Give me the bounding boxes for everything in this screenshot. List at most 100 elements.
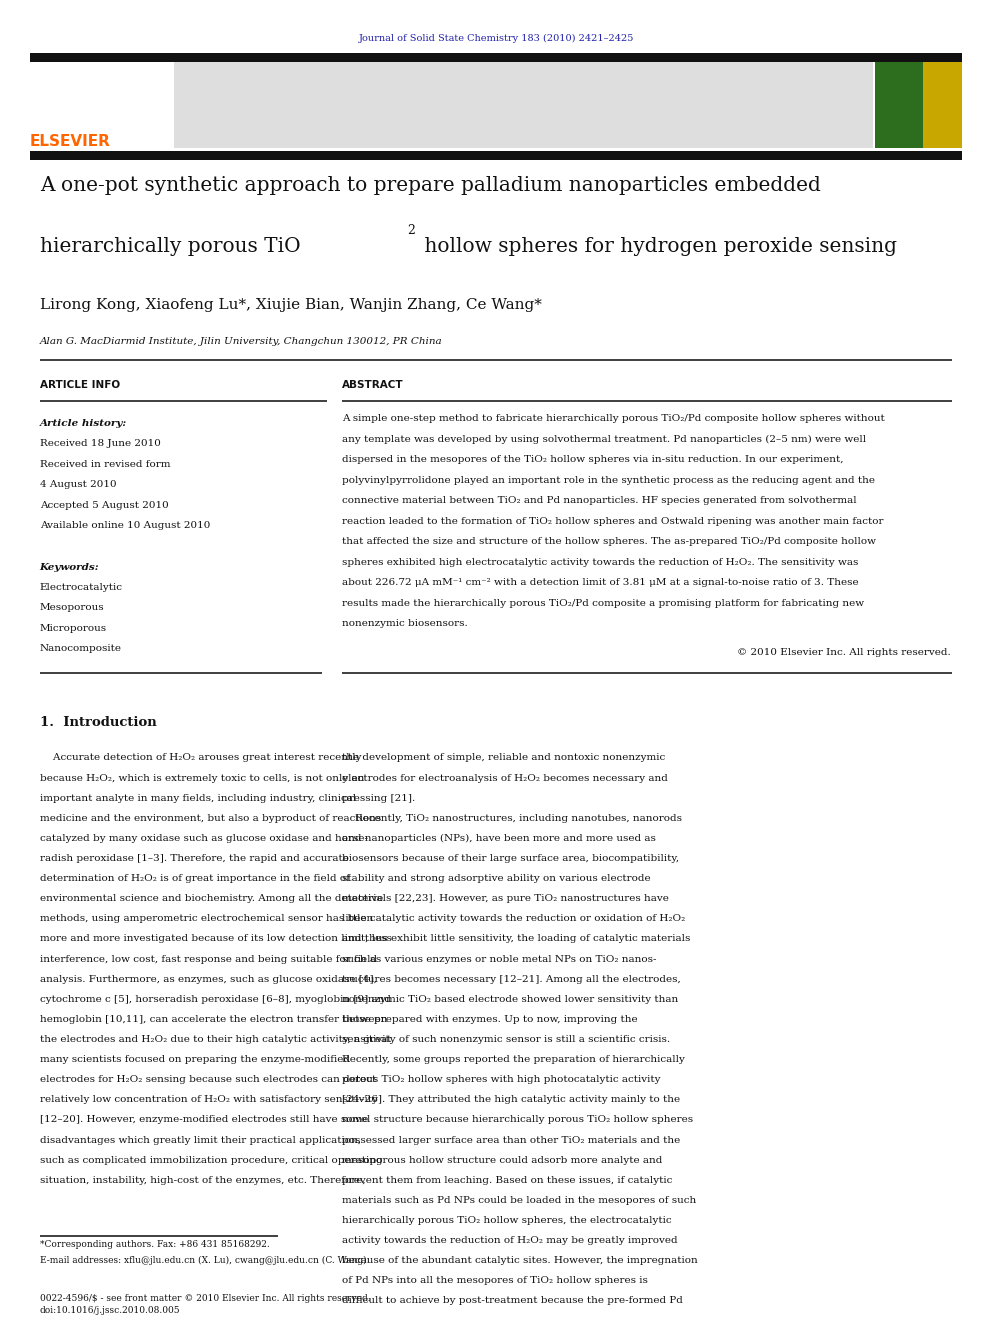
Text: materials such as Pd NPs could be loaded in the mesopores of such: materials such as Pd NPs could be loaded… — [342, 1196, 696, 1205]
Text: Accepted 5 August 2010: Accepted 5 August 2010 — [40, 501, 169, 509]
Text: Alan G. MacDiarmid Institute, Jilin University, Changchun 130012, PR China: Alan G. MacDiarmid Institute, Jilin Univ… — [40, 337, 442, 347]
Bar — [342, 401, 952, 402]
Text: Recently, some groups reported the preparation of hierarchically: Recently, some groups reported the prepa… — [342, 1056, 685, 1064]
Text: Received in revised form: Received in revised form — [40, 460, 171, 468]
Text: sensitivity of such nonenzymic sensor is still a scientific crisis.: sensitivity of such nonenzymic sensor is… — [342, 1035, 671, 1044]
Text: biosensors because of their large surface area, biocompatibility,: biosensors because of their large surfac… — [342, 855, 680, 863]
Bar — [30, 151, 962, 160]
Text: reaction leaded to the formation of TiO₂ hollow spheres and Ostwald ripening was: reaction leaded to the formation of TiO₂… — [342, 517, 884, 525]
Text: novel structure because hierarchically porous TiO₂ hollow spheres: novel structure because hierarchically p… — [342, 1115, 693, 1125]
Text: *Corresponding authors. Fax: +86 431 85168292.: *Corresponding authors. Fax: +86 431 851… — [40, 1240, 270, 1249]
Text: possessed larger surface area than other TiO₂ materials and the: possessed larger surface area than other… — [342, 1135, 681, 1144]
Text: those prepared with enzymes. Up to now, improving the: those prepared with enzymes. Up to now, … — [342, 1015, 638, 1024]
Text: analysis. Furthermore, as enzymes, such as glucose oxidase [4],: analysis. Furthermore, as enzymes, such … — [40, 975, 377, 984]
Text: Journal of Solid State Chemistry: Journal of Solid State Chemistry — [318, 89, 729, 111]
Text: ABSTRACT: ABSTRACT — [342, 380, 404, 390]
Text: Contents lists available at: Contents lists available at — [387, 74, 526, 85]
Text: Keywords:: Keywords: — [40, 564, 99, 572]
Bar — [30, 53, 962, 62]
Bar — [40, 401, 327, 402]
Text: catalyzed by many oxidase such as glucose oxidase and horse-: catalyzed by many oxidase such as glucos… — [40, 833, 368, 843]
Text: medicine and the environment, but also a byproduct of reactions: medicine and the environment, but also a… — [40, 814, 381, 823]
Bar — [342, 672, 952, 675]
Text: prevent them from leaching. Based on these issues, if catalytic: prevent them from leaching. Based on the… — [342, 1176, 673, 1185]
Text: determination of H₂O₂ is of great importance in the field of: determination of H₂O₂ is of great import… — [40, 875, 349, 884]
Text: tructures becomes necessary [12–21]. Among all the electrodes,: tructures becomes necessary [12–21]. Amo… — [342, 975, 681, 984]
Text: A one-pot synthetic approach to prepare palladium nanoparticles embedded: A one-pot synthetic approach to prepare … — [40, 176, 820, 194]
Text: [12–20]. However, enzyme-modified electrodes still have some: [12–20]. However, enzyme-modified electr… — [40, 1115, 368, 1125]
Text: [24–26]. They attributed the high catalytic activity mainly to the: [24–26]. They attributed the high cataly… — [342, 1095, 681, 1105]
Text: hierarchically porous TiO₂ hollow spheres, the electrocatalytic: hierarchically porous TiO₂ hollow sphere… — [342, 1216, 672, 1225]
Text: 1.  Introduction: 1. Introduction — [40, 717, 157, 729]
Text: hemoglobin [10,11], can accelerate the electron transfer between: hemoglobin [10,11], can accelerate the e… — [40, 1015, 387, 1024]
Bar — [174, 62, 873, 148]
Text: any template was developed by using solvothermal treatment. Pd nanoparticles (2–: any template was developed by using solv… — [342, 435, 866, 443]
Text: of Pd NPs into all the mesopores of TiO₂ hollow spheres is: of Pd NPs into all the mesopores of TiO₂… — [342, 1277, 648, 1286]
Text: little catalytic activity towards the reduction or oxidation of H₂O₂: little catalytic activity towards the re… — [342, 914, 685, 923]
Text: Article history:: Article history: — [40, 419, 127, 429]
Text: interference, low cost, fast response and being suitable for field: interference, low cost, fast response an… — [40, 955, 377, 963]
Text: connective material between TiO₂ and Pd nanoparticles. HF species generated from: connective material between TiO₂ and Pd … — [342, 496, 857, 505]
Text: cytochrome c [5], horseradish peroxidase [6–8], myoglobin [9] and: cytochrome c [5], horseradish peroxidase… — [40, 995, 391, 1004]
Text: radish peroxidase [1–3]. Therefore, the rapid and accurate: radish peroxidase [1–3]. Therefore, the … — [40, 855, 348, 863]
Text: electrodes for electroanalysis of H₂O₂ becomes necessary and: electrodes for electroanalysis of H₂O₂ b… — [342, 774, 669, 783]
Text: about 226.72 μA mM⁻¹ cm⁻² with a detection limit of 3.81 μM at a signal-to-noise: about 226.72 μA mM⁻¹ cm⁻² with a detecti… — [342, 578, 859, 587]
Text: because H₂O₂, which is extremely toxic to cells, is not only an: because H₂O₂, which is extremely toxic t… — [40, 774, 364, 783]
Text: Mesoporous: Mesoporous — [40, 603, 104, 613]
Text: A simple one-step method to fabricate hierarchically porous TiO₂/Pd composite ho: A simple one-step method to fabricate hi… — [342, 414, 885, 423]
Text: and nanoparticles (NPs), have been more and more used as: and nanoparticles (NPs), have been more … — [342, 833, 656, 843]
Text: such as various enzymes or noble metal NPs on TiO₂ nanos-: such as various enzymes or noble metal N… — [342, 955, 657, 963]
Bar — [40, 360, 952, 361]
Text: hollow spheres for hydrogen peroxide sensing: hollow spheres for hydrogen peroxide sen… — [418, 237, 897, 255]
Text: environmental science and biochemistry. Among all the detective: environmental science and biochemistry. … — [40, 894, 383, 904]
Text: porous TiO₂ hollow spheres with high photocatalytic activity: porous TiO₂ hollow spheres with high pho… — [342, 1076, 661, 1085]
Text: nonenzymic biosensors.: nonenzymic biosensors. — [342, 619, 468, 628]
Text: © 2010 Elsevier Inc. All rights reserved.: © 2010 Elsevier Inc. All rights reserved… — [737, 648, 950, 656]
Text: journal homepage:: journal homepage: — [362, 128, 464, 139]
Text: Received 18 June 2010: Received 18 June 2010 — [40, 439, 161, 448]
Text: polyvinylpyrrolidone played an important role in the synthetic process as the re: polyvinylpyrrolidone played an important… — [342, 476, 875, 484]
Text: doi:10.1016/j.jssc.2010.08.005: doi:10.1016/j.jssc.2010.08.005 — [40, 1306, 181, 1315]
Text: spheres exhibited high electrocatalytic activity towards the reduction of H₂O₂. : spheres exhibited high electrocatalytic … — [342, 558, 859, 566]
Bar — [923, 62, 962, 148]
Text: because of the abundant catalytic sites. However, the impregnation: because of the abundant catalytic sites.… — [342, 1257, 698, 1265]
Text: disadvantages which greatly limit their practical application,: disadvantages which greatly limit their … — [40, 1135, 361, 1144]
Text: that affected the size and structure of the hollow spheres. The as-prepared TiO₂: that affected the size and structure of … — [342, 537, 876, 546]
Text: materials [22,23]. However, as pure TiO₂ nanostructures have: materials [22,23]. However, as pure TiO₂… — [342, 894, 670, 904]
Text: 4 August 2010: 4 August 2010 — [40, 480, 116, 490]
Text: the electrodes and H₂O₂ due to their high catalytic activity, a great: the electrodes and H₂O₂ due to their hig… — [40, 1035, 391, 1044]
Text: more and more investigated because of its low detection limit, less: more and more investigated because of it… — [40, 934, 392, 943]
Text: Journal of Solid State Chemistry 183 (2010) 2421–2425: Journal of Solid State Chemistry 183 (20… — [358, 33, 634, 42]
Text: results made the hierarchically porous TiO₂/Pd composite a promising platform fo: results made the hierarchically porous T… — [342, 599, 864, 607]
Text: 0022-4596/$ - see front matter © 2010 Elsevier Inc. All rights reserved.: 0022-4596/$ - see front matter © 2010 El… — [40, 1294, 370, 1303]
Text: mesoporous hollow structure could adsorb more analyte and: mesoporous hollow structure could adsorb… — [342, 1156, 663, 1164]
Text: relatively low concentration of H₂O₂ with satisfactory sensitivity: relatively low concentration of H₂O₂ wit… — [40, 1095, 378, 1105]
Bar — [40, 1236, 278, 1237]
Text: such as complicated immobilization procedure, critical operating: such as complicated immobilization proce… — [40, 1156, 382, 1164]
Text: the development of simple, reliable and nontoxic nonenzymic: the development of simple, reliable and … — [342, 754, 666, 762]
Text: nonenzymic TiO₂ based electrode showed lower sensitivity than: nonenzymic TiO₂ based electrode showed l… — [342, 995, 679, 1004]
Bar — [875, 62, 925, 148]
Text: stability and strong adsorptive ability on various electrode: stability and strong adsorptive ability … — [342, 875, 651, 884]
Text: Microporous: Microporous — [40, 624, 107, 632]
Text: Recently, TiO₂ nanostructures, including nanotubes, nanorods: Recently, TiO₂ nanostructures, including… — [342, 814, 682, 823]
Text: www.elsevier.com/locate/jssc: www.elsevier.com/locate/jssc — [493, 128, 646, 139]
Text: Electrocatalytic: Electrocatalytic — [40, 583, 123, 591]
Text: ELSEVIER: ELSEVIER — [30, 134, 111, 148]
Text: Available online 10 August 2010: Available online 10 August 2010 — [40, 521, 210, 531]
Text: activity towards the reduction of H₂O₂ may be greatly improved: activity towards the reduction of H₂O₂ m… — [342, 1236, 678, 1245]
Text: Lirong Kong, Xiaofeng Lu*, Xiujie Bian, Wanjin Zhang, Ce Wang*: Lirong Kong, Xiaofeng Lu*, Xiujie Bian, … — [40, 298, 542, 312]
Text: methods, using amperometric electrochemical sensor has been: methods, using amperometric electrochemi… — [40, 914, 373, 923]
Text: Nanocomposite: Nanocomposite — [40, 644, 122, 654]
Text: many scientists focused on preparing the enzyme-modified: many scientists focused on preparing the… — [40, 1056, 349, 1064]
Bar — [40, 672, 322, 675]
Text: dispersed in the mesopores of the TiO₂ hollow spheres via in-situ reduction. In : dispersed in the mesopores of the TiO₂ h… — [342, 455, 844, 464]
Text: situation, instability, high-cost of the enzymes, etc. Therefore,: situation, instability, high-cost of the… — [40, 1176, 365, 1185]
Text: hierarchically porous TiO: hierarchically porous TiO — [40, 237, 301, 255]
Text: 2: 2 — [407, 224, 415, 237]
Text: E-mail addresses: xflu@jlu.edu.cn (X. Lu), cwang@jlu.edu.cn (C. Wang).: E-mail addresses: xflu@jlu.edu.cn (X. Lu… — [40, 1256, 369, 1265]
Text: pressing [21].: pressing [21]. — [342, 794, 416, 803]
Text: ScienceDirect: ScienceDirect — [615, 74, 686, 85]
Text: Accurate detection of H₂O₂ arouses great interest recently: Accurate detection of H₂O₂ arouses great… — [40, 754, 361, 762]
Text: difficult to achieve by post-treatment because the pre-formed Pd: difficult to achieve by post-treatment b… — [342, 1297, 683, 1306]
